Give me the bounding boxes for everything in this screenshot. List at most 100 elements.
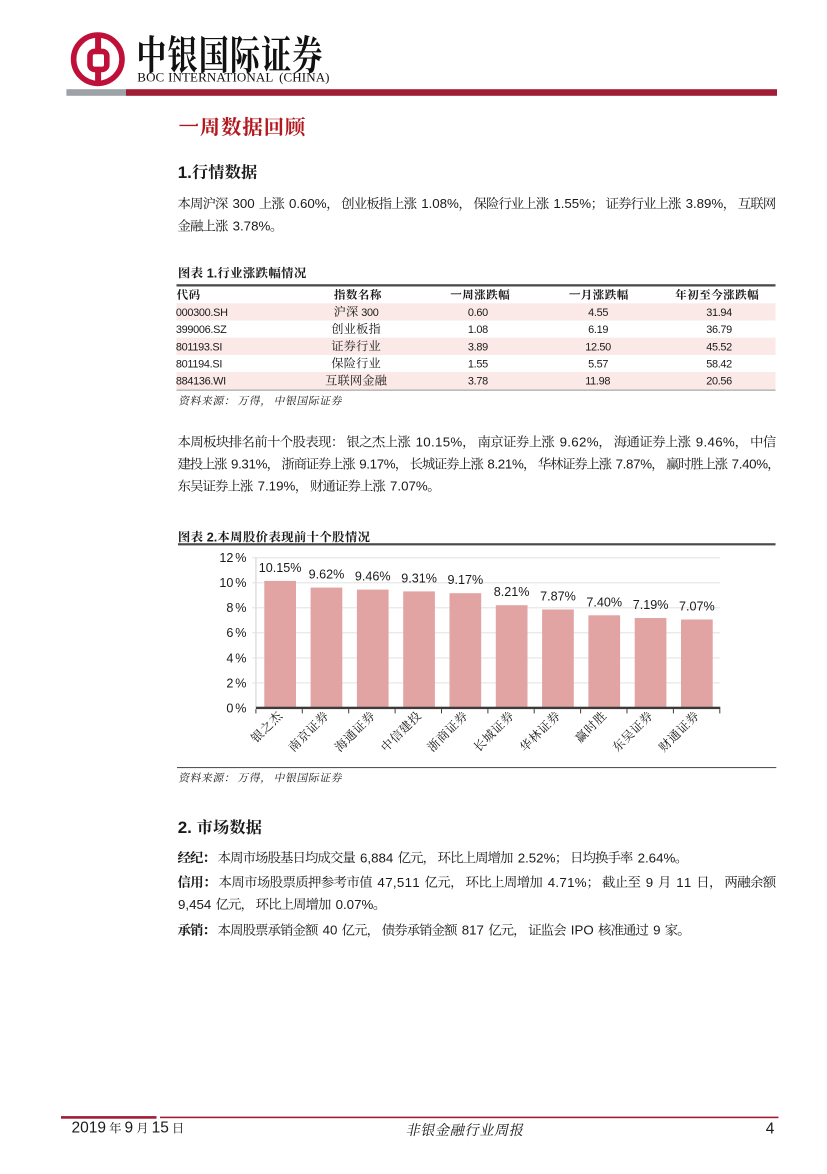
- svg-text:300: 300: [361, 307, 379, 319]
- svg-text:9: 9: [646, 875, 653, 890]
- svg-text:1: 1: [421, 196, 428, 211]
- svg-text:0: 0: [749, 457, 756, 472]
- svg-text:58.42: 58.42: [706, 359, 732, 371]
- svg-text:%: %: [512, 457, 524, 472]
- svg-text:4: 4: [377, 875, 384, 890]
- svg-text:%: %: [235, 626, 246, 640]
- svg-text:2: 2: [226, 676, 233, 690]
- svg-text:2.: 2.: [207, 530, 218, 544]
- svg-text:7.07%: 7.07%: [679, 600, 715, 614]
- svg-text:1: 1: [553, 196, 560, 211]
- svg-text:%: %: [711, 196, 723, 211]
- svg-text:45.52: 45.52: [706, 341, 732, 353]
- svg-text:2.: 2.: [178, 818, 192, 837]
- svg-text:.: .: [567, 435, 571, 450]
- svg-text:,: ,: [393, 875, 397, 890]
- svg-text:.: .: [431, 435, 435, 450]
- svg-text:0: 0: [247, 196, 254, 211]
- svg-text:%: %: [579, 196, 591, 211]
- svg-text:5: 5: [572, 196, 579, 211]
- svg-text:0: 0: [307, 196, 314, 211]
- svg-text:4: 4: [742, 457, 749, 472]
- svg-text:%: %: [235, 576, 246, 590]
- svg-text:11.98: 11.98: [585, 376, 610, 388]
- svg-text:5.57: 5.57: [588, 359, 608, 371]
- svg-text:7.87%: 7.87%: [540, 590, 576, 604]
- svg-text:1: 1: [249, 457, 256, 472]
- svg-text:IPO: IPO: [571, 923, 594, 938]
- svg-text:6: 6: [715, 435, 722, 450]
- svg-text:7: 7: [616, 457, 623, 472]
- svg-text:3.78: 3.78: [468, 376, 488, 388]
- svg-text:7: 7: [732, 457, 739, 472]
- svg-text:%: %: [235, 651, 246, 665]
- svg-text:7: 7: [385, 875, 392, 890]
- svg-text:7.19%: 7.19%: [633, 598, 669, 612]
- svg-text:4: 4: [708, 435, 715, 450]
- svg-text:8: 8: [226, 601, 233, 615]
- svg-text:9.17%: 9.17%: [448, 573, 484, 587]
- svg-text:%: %: [756, 457, 768, 472]
- svg-text:%: %: [723, 435, 735, 450]
- svg-text:%: %: [384, 457, 396, 472]
- svg-text:(CHINA): (CHINA): [279, 70, 330, 85]
- svg-text:%: %: [640, 457, 652, 472]
- svg-text:15: 15: [152, 1120, 169, 1137]
- svg-text:1.08: 1.08: [468, 324, 488, 336]
- svg-text:2: 2: [579, 435, 586, 450]
- svg-text:9: 9: [125, 1120, 134, 1137]
- svg-text:6: 6: [226, 626, 233, 640]
- svg-text:0.60: 0.60: [468, 307, 488, 319]
- svg-text:.: .: [739, 457, 743, 472]
- svg-text:1: 1: [412, 875, 419, 890]
- svg-text:801194.SI: 801194.SI: [176, 359, 222, 371]
- svg-text:1: 1: [676, 875, 683, 890]
- svg-text:7: 7: [377, 457, 384, 472]
- svg-text:801193.SI: 801193.SI: [176, 341, 222, 353]
- svg-text:1: 1: [405, 875, 412, 890]
- svg-text:6.19: 6.19: [588, 324, 608, 336]
- svg-text:6,884: 6,884: [360, 850, 393, 865]
- svg-text:8.21%: 8.21%: [494, 585, 530, 599]
- svg-text:1: 1: [435, 435, 442, 450]
- svg-text:.: .: [561, 196, 565, 211]
- svg-text:%: %: [256, 457, 268, 472]
- svg-text:9: 9: [653, 923, 660, 938]
- svg-text:4.55: 4.55: [588, 307, 608, 319]
- svg-text:7.07%: 7.07%: [390, 479, 428, 494]
- svg-text:%: %: [235, 701, 246, 715]
- svg-text:2019: 2019: [72, 1120, 106, 1137]
- svg-text:0: 0: [289, 196, 296, 211]
- svg-text:3.78%: 3.78%: [233, 219, 271, 234]
- svg-text:0: 0: [226, 701, 233, 715]
- svg-text:10.15%: 10.15%: [259, 561, 302, 575]
- svg-text:9: 9: [560, 435, 567, 450]
- svg-text:3.89: 3.89: [468, 341, 488, 353]
- svg-text:2.52%: 2.52%: [518, 850, 556, 865]
- svg-text:3: 3: [233, 196, 240, 211]
- svg-text:%: %: [235, 551, 246, 565]
- svg-text:.: .: [623, 457, 627, 472]
- svg-text:9: 9: [231, 457, 238, 472]
- svg-text:7.19%: 7.19%: [258, 479, 296, 494]
- svg-text:8: 8: [440, 196, 447, 211]
- svg-text:1: 1: [505, 457, 512, 472]
- svg-text:8: 8: [487, 457, 494, 472]
- svg-text:20.56: 20.56: [706, 376, 732, 388]
- svg-text:4: 4: [226, 651, 233, 665]
- svg-text:9: 9: [696, 435, 703, 450]
- svg-text:1: 1: [416, 435, 423, 450]
- svg-text:7: 7: [559, 875, 566, 890]
- svg-text:%: %: [575, 875, 587, 890]
- svg-text:6: 6: [571, 435, 578, 450]
- svg-text:4: 4: [766, 1121, 775, 1138]
- svg-text:1: 1: [370, 457, 377, 472]
- svg-text:.: .: [555, 875, 559, 890]
- svg-text:9.31%: 9.31%: [401, 571, 437, 585]
- svg-text:7: 7: [633, 457, 640, 472]
- svg-text:817: 817: [462, 923, 484, 938]
- svg-text:.: .: [238, 457, 242, 472]
- svg-text:1.55: 1.55: [468, 359, 488, 371]
- svg-text:5: 5: [564, 196, 571, 211]
- svg-text:000300.SH: 000300.SH: [176, 307, 228, 319]
